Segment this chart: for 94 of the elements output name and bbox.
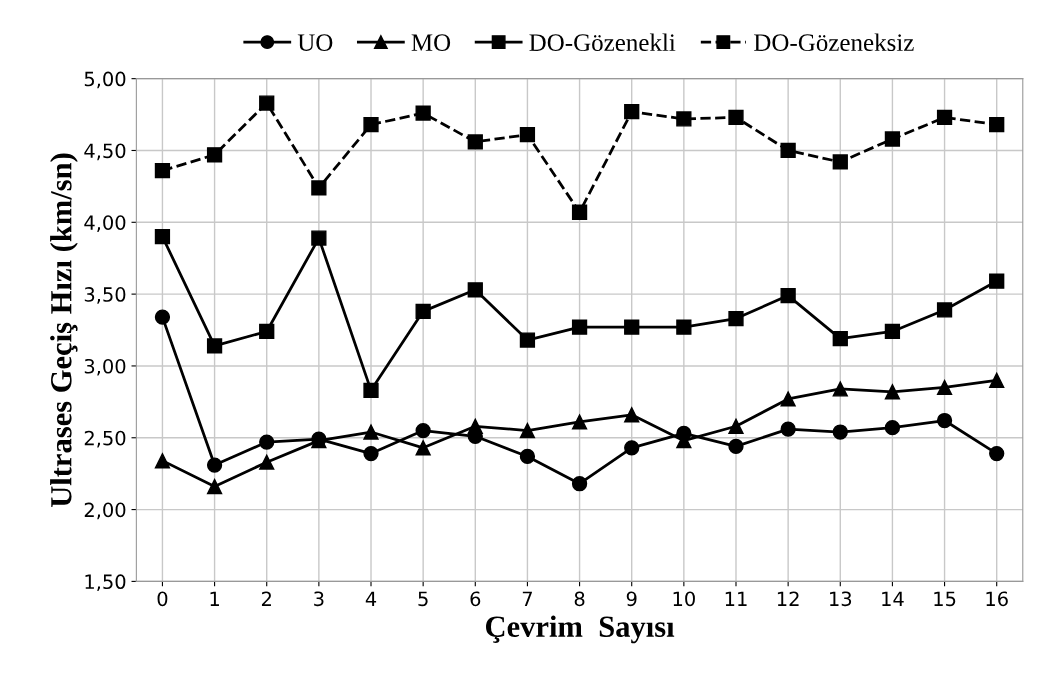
x-tick-label: 14 <box>882 591 904 606</box>
x-tick-label: 11 <box>725 591 747 606</box>
point <box>989 116 1005 133</box>
y-tick-label: 3,50 <box>84 287 126 304</box>
point <box>206 457 223 473</box>
x-tick-label: 16 <box>986 591 1008 607</box>
point <box>259 95 275 111</box>
point <box>676 111 692 127</box>
point <box>832 381 848 397</box>
point <box>519 127 536 143</box>
point <box>467 134 483 150</box>
point <box>363 382 379 398</box>
legend-label: UO <box>297 34 333 52</box>
y-axis-title: Ultrases Geçiş Hızı (km/sn) <box>50 153 78 508</box>
x-tick-label: 3 <box>314 591 324 607</box>
point <box>311 180 327 196</box>
point <box>989 273 1005 289</box>
x-tick-label: 13 <box>830 591 852 607</box>
legend-label: DO-Gözeneksiz <box>754 33 914 52</box>
point <box>936 302 953 318</box>
point <box>884 384 901 400</box>
point <box>936 412 953 429</box>
point <box>571 476 588 492</box>
point <box>936 379 953 396</box>
x-tick-label: 8 <box>574 591 585 607</box>
point <box>415 303 431 319</box>
point <box>154 453 171 469</box>
y-tick-label: 4,50 <box>84 143 126 161</box>
point <box>936 109 953 126</box>
point <box>415 440 431 456</box>
point <box>363 445 379 462</box>
y-tick-label: 4,00 <box>84 215 126 232</box>
legend-label: DO-Gözenekli <box>529 33 676 52</box>
point <box>884 131 901 147</box>
point <box>259 434 275 450</box>
x-tick-label: 4 <box>365 591 377 606</box>
point <box>832 331 848 347</box>
point <box>780 391 796 407</box>
x-tick-label: 10 <box>673 591 695 607</box>
point <box>884 420 901 436</box>
point <box>363 424 379 440</box>
x-tick-label: 0 <box>157 591 168 607</box>
point <box>832 424 848 440</box>
x-tick-label: 12 <box>777 591 799 606</box>
point <box>989 372 1005 388</box>
point <box>624 407 640 423</box>
x-tick-label: 15 <box>934 591 956 607</box>
point <box>206 338 223 354</box>
point <box>154 309 171 325</box>
point <box>571 319 588 335</box>
point <box>832 154 848 170</box>
point <box>519 332 536 348</box>
point <box>467 418 483 434</box>
point <box>728 438 744 455</box>
point <box>206 478 223 495</box>
x-tick-label: 5 <box>418 591 428 607</box>
point <box>780 287 796 304</box>
x-tick-label: 6 <box>470 591 481 607</box>
point <box>728 109 744 126</box>
x-tick-label: 2 <box>261 591 271 606</box>
point <box>624 104 640 120</box>
point <box>363 116 379 133</box>
point <box>676 319 692 335</box>
point <box>989 445 1005 462</box>
point <box>259 454 275 470</box>
y-tick-label: 2,50 <box>84 430 126 448</box>
point <box>728 310 744 327</box>
y-tick-label: 3,00 <box>84 358 126 376</box>
point <box>259 323 275 340</box>
x-tick-label: 7 <box>522 591 532 606</box>
point <box>206 147 223 163</box>
legend-label: MO <box>411 34 451 52</box>
point <box>624 319 640 335</box>
x-tick-label: 1 <box>210 591 219 606</box>
point <box>519 448 536 465</box>
x-axis-title: Çevrim Sayısı <box>486 615 675 644</box>
point <box>728 418 744 434</box>
y-tick-label: 2,00 <box>84 502 126 520</box>
point <box>780 421 796 437</box>
point <box>415 422 431 439</box>
point <box>415 105 431 121</box>
point <box>884 323 901 340</box>
point <box>154 229 171 245</box>
y-tick-label: 1,50 <box>85 574 126 592</box>
point <box>780 142 796 159</box>
point <box>624 440 640 456</box>
y-tick-label: 5,00 <box>84 71 126 89</box>
point <box>519 422 536 439</box>
point <box>467 282 483 298</box>
point <box>311 230 327 246</box>
point <box>571 414 588 430</box>
x-tick-label: 9 <box>626 591 637 607</box>
point <box>571 204 588 220</box>
point <box>154 162 171 179</box>
